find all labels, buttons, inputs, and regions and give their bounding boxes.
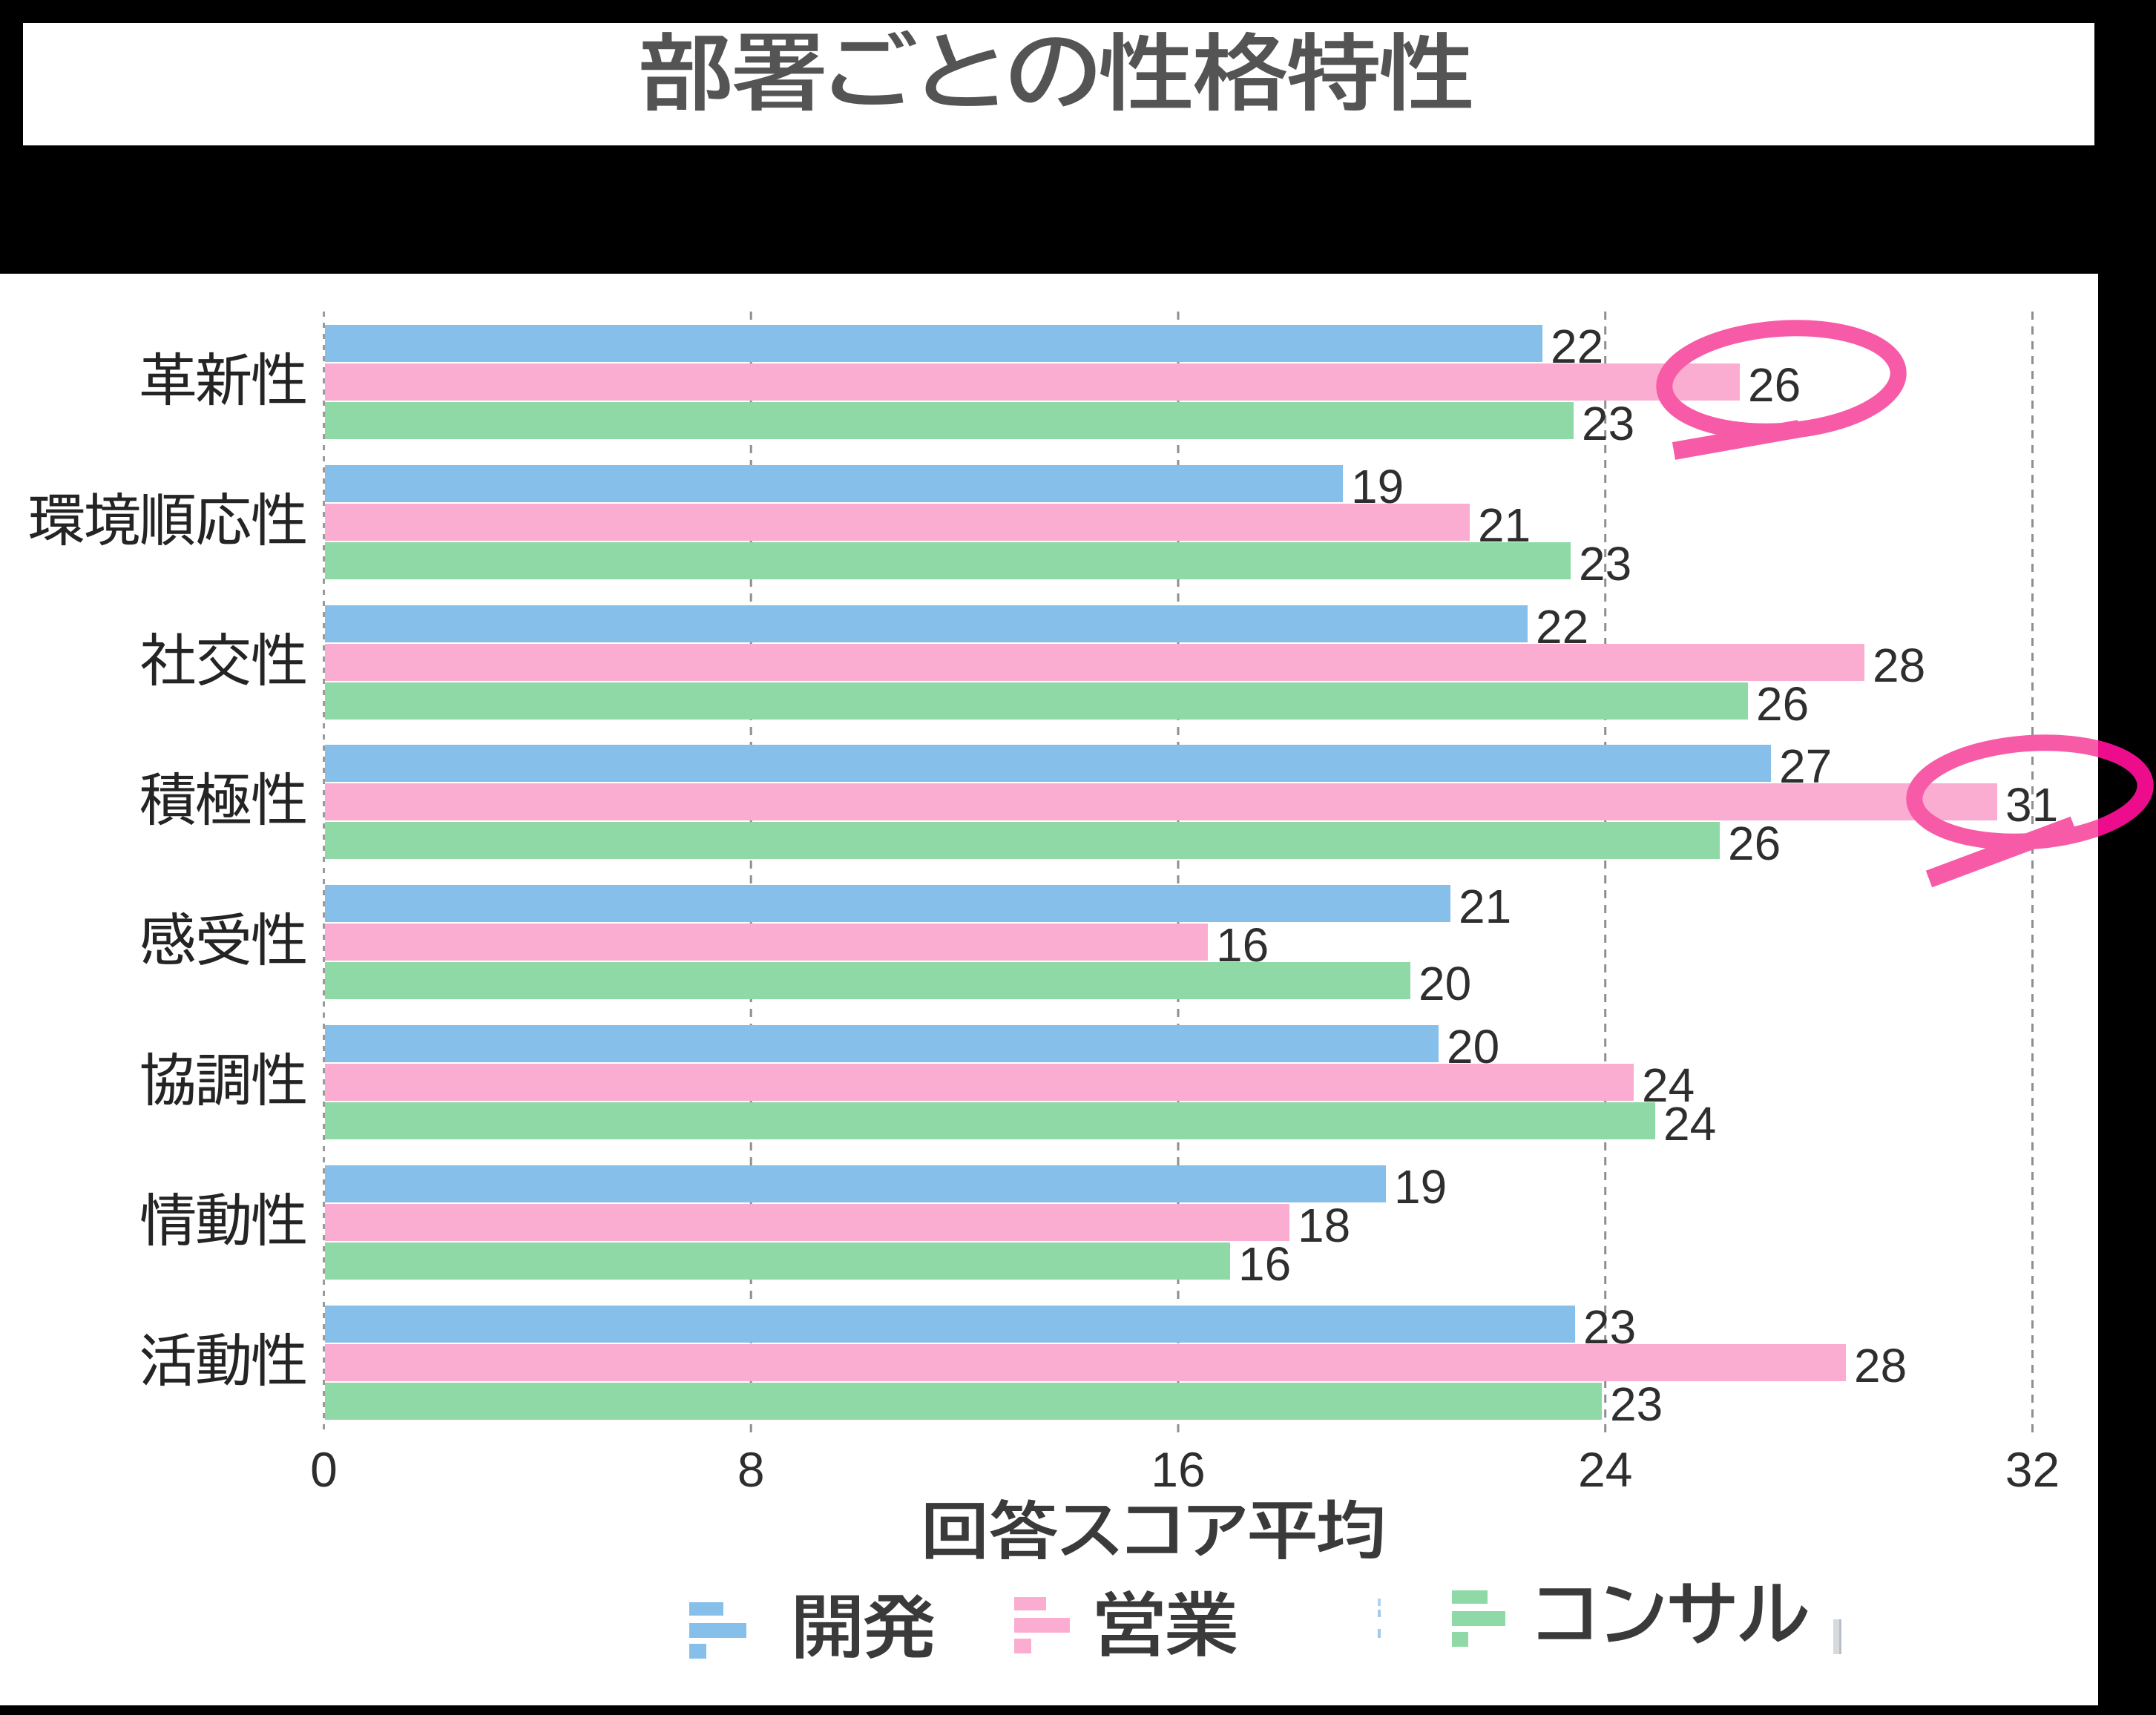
svg-text:0: 0 — [310, 1442, 338, 1497]
svg-text:18: 18 — [1298, 1199, 1350, 1252]
svg-text:23: 23 — [1610, 1377, 1663, 1431]
svg-text:20: 20 — [1419, 957, 1471, 1010]
svg-text:32: 32 — [2005, 1442, 2060, 1497]
svg-text:26: 26 — [1728, 817, 1781, 870]
svg-text:24: 24 — [1578, 1442, 1632, 1497]
svg-text:28: 28 — [1854, 1339, 1907, 1392]
svg-text:24: 24 — [1663, 1097, 1716, 1151]
svg-text:31: 31 — [2005, 778, 2058, 832]
svg-text:26: 26 — [1748, 358, 1801, 412]
svg-text:23: 23 — [1579, 537, 1631, 590]
svg-text:16: 16 — [1151, 1442, 1205, 1497]
svg-text:8: 8 — [737, 1442, 765, 1497]
svg-text:21: 21 — [1459, 880, 1511, 933]
svg-text:23: 23 — [1582, 397, 1634, 450]
svg-text:28: 28 — [1873, 639, 1925, 692]
svg-text:16: 16 — [1238, 1237, 1291, 1291]
svg-text:19: 19 — [1394, 1160, 1447, 1214]
svg-text:26: 26 — [1756, 677, 1809, 731]
